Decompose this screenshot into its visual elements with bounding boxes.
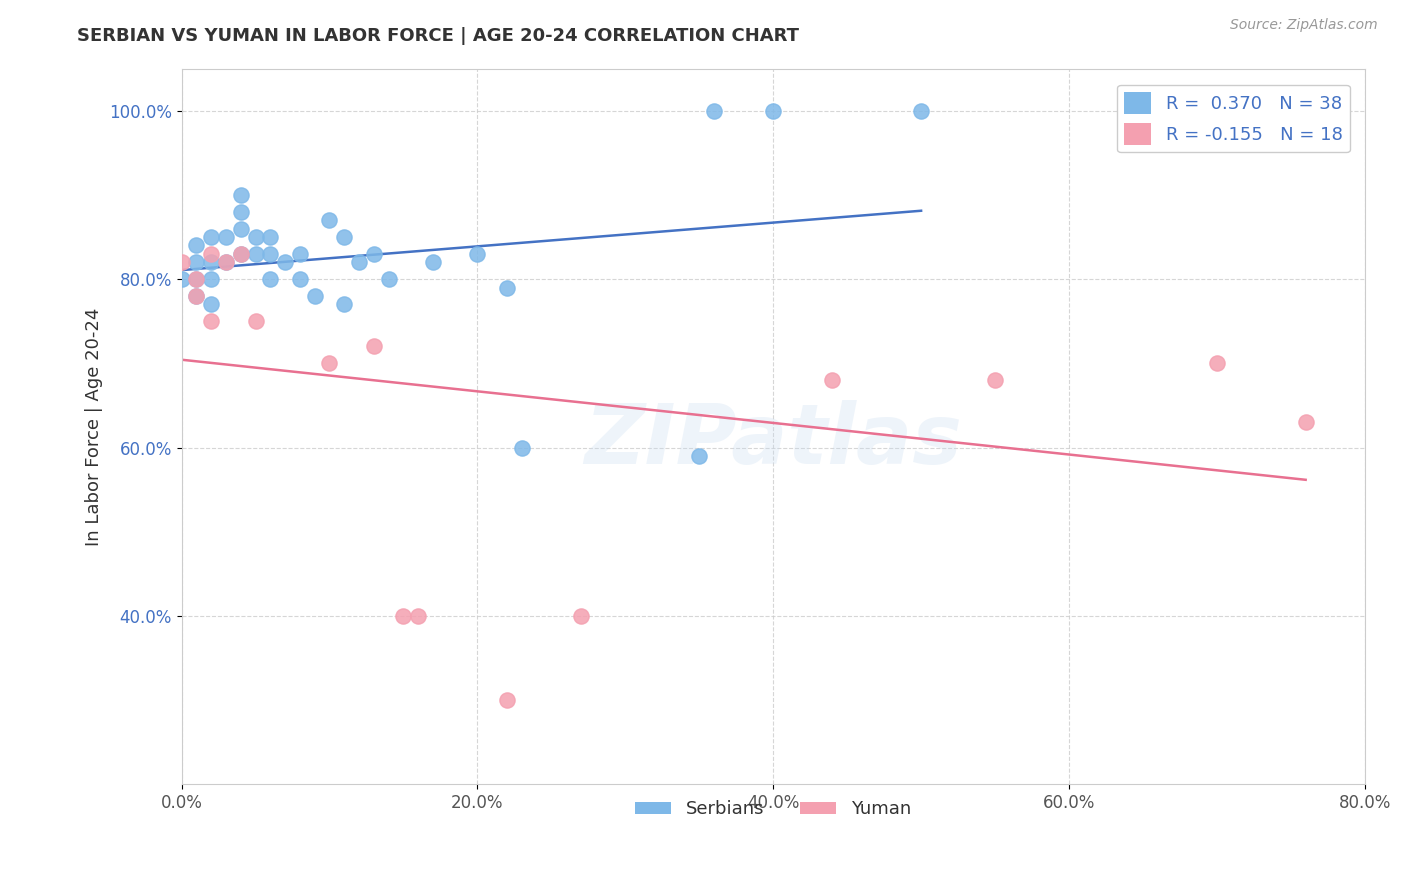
Point	[703, 103, 725, 118]
Point	[688, 449, 710, 463]
Point	[200, 297, 222, 311]
Point	[318, 356, 340, 370]
Point	[259, 230, 281, 244]
Point	[496, 280, 519, 294]
Point	[200, 314, 222, 328]
Point	[910, 103, 932, 118]
Point	[200, 247, 222, 261]
Point	[363, 339, 385, 353]
Text: SERBIAN VS YUMAN IN LABOR FORCE | AGE 20-24 CORRELATION CHART: SERBIAN VS YUMAN IN LABOR FORCE | AGE 20…	[77, 27, 800, 45]
Point	[496, 693, 519, 707]
Point	[186, 255, 208, 269]
Point	[392, 609, 415, 624]
Point	[186, 289, 208, 303]
Point	[821, 373, 844, 387]
Point	[170, 255, 193, 269]
Point	[215, 255, 238, 269]
Y-axis label: In Labor Force | Age 20-24: In Labor Force | Age 20-24	[86, 307, 103, 546]
Point	[229, 247, 252, 261]
Point	[274, 255, 297, 269]
Legend: Serbians, Yuman: Serbians, Yuman	[628, 793, 918, 825]
Point	[245, 314, 267, 328]
Point	[288, 247, 311, 261]
Point	[259, 247, 281, 261]
Point	[186, 238, 208, 252]
Point	[363, 247, 385, 261]
Point	[333, 230, 356, 244]
Point	[510, 441, 533, 455]
Point	[318, 213, 340, 227]
Point	[200, 272, 222, 286]
Point	[170, 272, 193, 286]
Point	[347, 255, 370, 269]
Point	[245, 230, 267, 244]
Point	[229, 204, 252, 219]
Point	[1206, 356, 1229, 370]
Point	[245, 247, 267, 261]
Point	[229, 187, 252, 202]
Point	[569, 609, 592, 624]
Point	[200, 230, 222, 244]
Point	[186, 272, 208, 286]
Point	[186, 289, 208, 303]
Point	[422, 255, 444, 269]
Point	[186, 272, 208, 286]
Point	[467, 247, 489, 261]
Point	[200, 255, 222, 269]
Text: Source: ZipAtlas.com: Source: ZipAtlas.com	[1230, 18, 1378, 32]
Point	[259, 272, 281, 286]
Point	[1295, 415, 1317, 429]
Point	[215, 255, 238, 269]
Point	[377, 272, 399, 286]
Point	[304, 289, 326, 303]
Text: ZIPatlas: ZIPatlas	[585, 401, 962, 482]
Point	[762, 103, 785, 118]
Point	[215, 230, 238, 244]
Point	[288, 272, 311, 286]
Point	[333, 297, 356, 311]
Point	[229, 221, 252, 235]
Point	[229, 247, 252, 261]
Point	[406, 609, 429, 624]
Point	[984, 373, 1007, 387]
